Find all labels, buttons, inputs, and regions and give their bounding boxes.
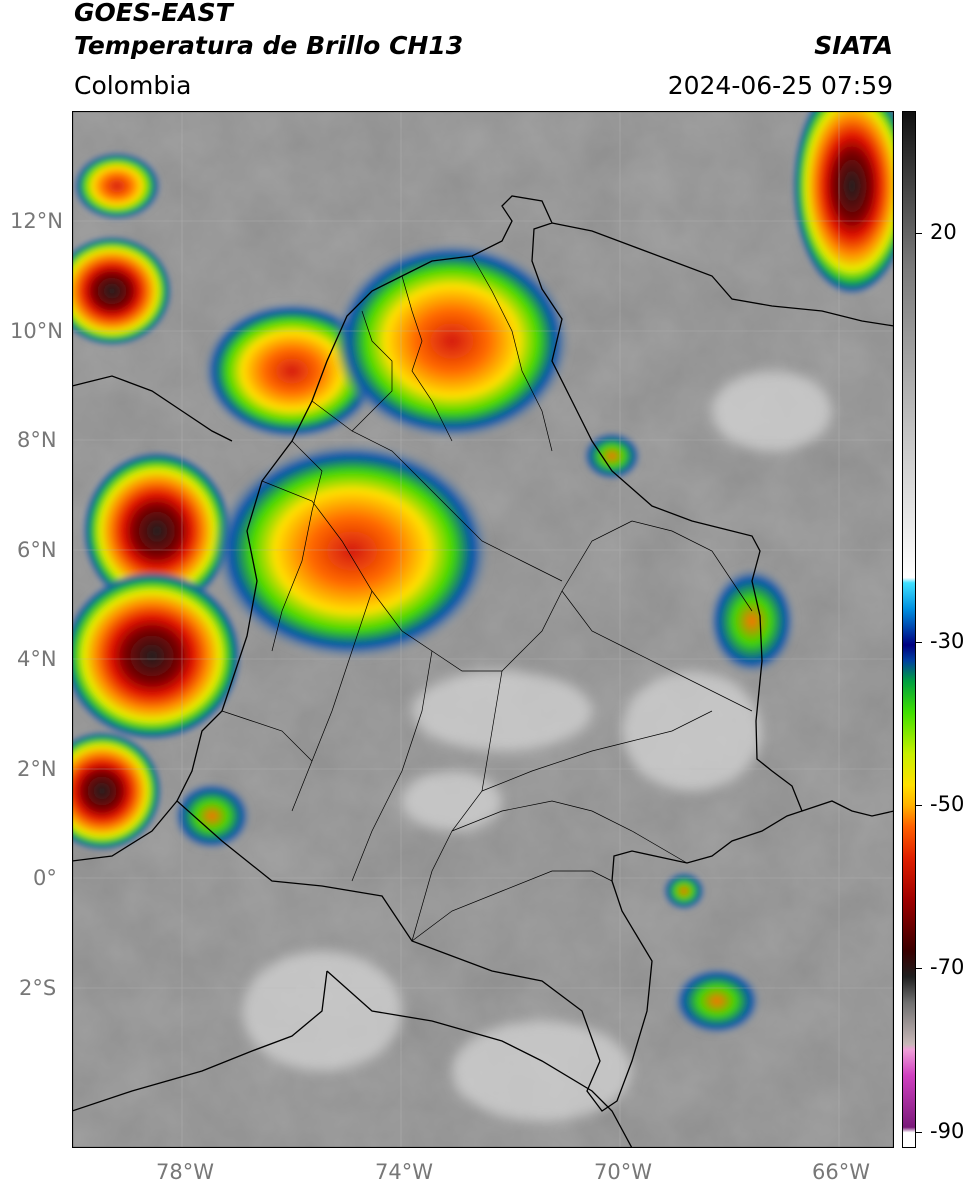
storm-pacific-south bbox=[72, 731, 162, 851]
storm-amazon bbox=[662, 871, 706, 911]
lat-label-10n: 10°N bbox=[10, 319, 63, 343]
title-datetime: 2024-06-25 07:59 bbox=[667, 71, 893, 100]
peru-border bbox=[326, 970, 633, 1148]
storm-venezuela-east bbox=[792, 111, 894, 296]
map-frame bbox=[72, 111, 894, 1148]
satellite-map bbox=[72, 111, 894, 1148]
lat-label-2n: 2°N bbox=[17, 757, 57, 781]
colorbar-tick-mark bbox=[916, 641, 922, 643]
colorbar-tick-label: -70 bbox=[930, 955, 965, 980]
colorbar bbox=[902, 111, 916, 1148]
department-borders bbox=[221, 255, 753, 942]
colorbar-tick-mark bbox=[916, 968, 922, 970]
lat-label-12n: 12°N bbox=[10, 209, 63, 233]
colorbar-tick-label: -90 bbox=[930, 1118, 965, 1143]
brazil-border bbox=[801, 800, 894, 817]
title-region: Colombia bbox=[74, 71, 192, 100]
storm-south-east bbox=[672, 966, 762, 1036]
title-organization: SIATA bbox=[814, 31, 893, 60]
storm-caribbean-nw bbox=[72, 151, 162, 221]
storm-caribbean-west bbox=[72, 236, 172, 346]
title-satellite: GOES-EAST bbox=[74, 0, 233, 27]
storm-pacific-central bbox=[72, 571, 242, 741]
colorbar-tick-label: -30 bbox=[930, 628, 965, 653]
lat-label-6n: 6°N bbox=[17, 538, 57, 562]
lon-label-78w: 78°W bbox=[156, 1160, 214, 1184]
lon-label-66w: 66°W bbox=[812, 1160, 870, 1184]
colorbar-tick-mark bbox=[916, 805, 922, 807]
colombia-outline bbox=[176, 195, 803, 1112]
storm-pacific-coast bbox=[172, 781, 252, 851]
lat-label-2s: 2°S bbox=[19, 976, 57, 1000]
lat-label-0: 0° bbox=[33, 866, 57, 890]
colorbar-frame bbox=[902, 111, 916, 1148]
ecuador-border bbox=[72, 800, 328, 1112]
lon-label-70w: 70°W bbox=[594, 1160, 652, 1184]
storm-orinoco bbox=[707, 566, 797, 676]
lon-label-74w: 74°W bbox=[375, 1160, 433, 1184]
colorbar-fill bbox=[902, 111, 916, 1148]
country-borders bbox=[72, 195, 894, 1148]
colorbar-tick-label: -50 bbox=[930, 792, 965, 817]
colorbar-tick-label: 20 bbox=[930, 220, 957, 245]
title-product: Temperatura de Brillo CH13 bbox=[74, 31, 464, 60]
storm-venezuela-small bbox=[582, 431, 642, 481]
storm-antioquia bbox=[212, 441, 492, 661]
storm-pacific-north bbox=[82, 451, 232, 611]
venezuela-border bbox=[551, 222, 894, 327]
gridlines bbox=[72, 111, 894, 1148]
panama-border bbox=[72, 375, 233, 442]
lat-label-8n: 8°N bbox=[17, 428, 57, 452]
colorbar-tick-mark bbox=[916, 233, 922, 235]
colorbar-tick-mark bbox=[916, 1131, 922, 1133]
bright-clouds bbox=[242, 371, 832, 1121]
lat-label-4n: 4°N bbox=[17, 647, 57, 671]
